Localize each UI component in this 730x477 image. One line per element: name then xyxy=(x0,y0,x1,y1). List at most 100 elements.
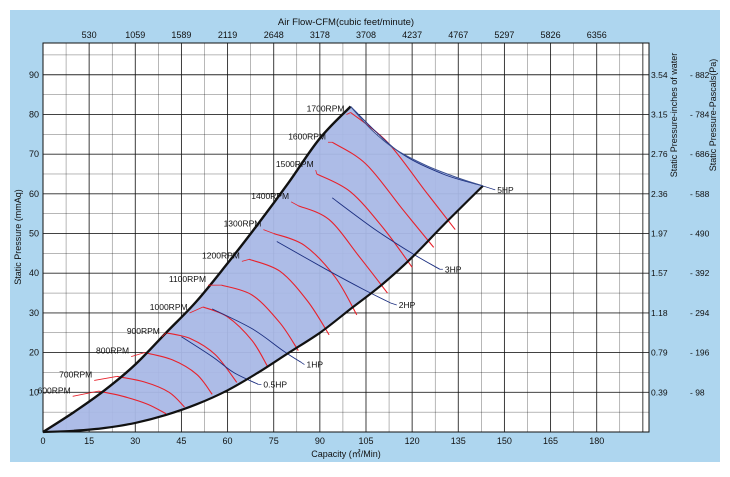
rpm-label: 1300RPM xyxy=(224,219,262,229)
left-tick-label: 70 xyxy=(29,149,39,159)
left-tick-label: 30 xyxy=(29,308,39,318)
right-tick-label-inches: 2.76 xyxy=(651,149,668,159)
envelope-top-edge xyxy=(350,106,484,187)
rpm-curve xyxy=(248,258,330,336)
rpm-curves xyxy=(98,112,456,415)
rpm-leader-line xyxy=(346,112,351,115)
right-tick-label-pascals: - 784 xyxy=(690,109,710,119)
rpm-label: 1600RPM xyxy=(288,131,326,141)
hp-leader-line xyxy=(482,185,496,191)
rpm-curve xyxy=(221,284,299,351)
hp-curve xyxy=(211,308,302,363)
top-tick-label: 1059 xyxy=(125,30,145,40)
right-tick-label-inches: 1.18 xyxy=(651,308,668,318)
left-tick-label: 60 xyxy=(29,189,39,199)
rpm-leader-line xyxy=(315,169,318,175)
rpm-leader-line xyxy=(290,201,299,207)
hp-curve xyxy=(276,241,391,304)
top-tick-label: 3708 xyxy=(356,30,376,40)
right-tick-label-inches: 1.97 xyxy=(651,229,668,239)
hp-label: 1HP xyxy=(306,360,323,370)
left-axis-band xyxy=(10,10,43,462)
bottom-tick-label: 45 xyxy=(176,436,186,446)
right-axis-label-inches: Static Pressure-inches of water xyxy=(669,53,679,178)
hp-label: 0.5HP xyxy=(263,379,287,389)
envelope-edges xyxy=(42,105,484,434)
rpm-curve xyxy=(144,352,213,395)
rpm-leader-line xyxy=(131,352,145,357)
right-tick-label-pascals: - 490 xyxy=(690,229,710,239)
bottom-tick-label: 75 xyxy=(269,436,279,446)
right-tick-label-inches: 0.79 xyxy=(651,348,668,358)
bottom-tick-label: 180 xyxy=(589,436,604,446)
right-tick-label-inches: 1.57 xyxy=(651,268,668,278)
operating-envelope xyxy=(43,106,483,432)
rpm-leader-line xyxy=(241,258,250,262)
top-tick-label: 2648 xyxy=(264,30,284,40)
hp-label: 3HP xyxy=(445,264,462,274)
envelope-lower-edge xyxy=(42,185,484,434)
rpm-leader-line xyxy=(161,332,167,338)
right-axis-band-pascals xyxy=(682,10,720,462)
top-tick-label: 5297 xyxy=(494,30,514,40)
rpm-curve xyxy=(202,306,269,367)
top-tick-label: 4767 xyxy=(448,30,468,40)
rpm-label: 1100RPM xyxy=(169,274,206,284)
hp-label: 2HP xyxy=(399,300,416,310)
rpm-label: 800RPM xyxy=(96,346,129,356)
top-tick-label: 5826 xyxy=(541,30,561,40)
top-axis-band xyxy=(43,10,649,43)
rpm-label: 1700RPM xyxy=(307,103,345,113)
right-tick-label-pascals: - 294 xyxy=(690,308,710,318)
bottom-axis-label: Capacity (㎥/Min) xyxy=(311,449,381,459)
bottom-tick-label: 165 xyxy=(543,436,558,446)
top-tick-label: 2119 xyxy=(218,30,237,40)
hp-label: 5HP xyxy=(497,185,514,195)
bottom-tick-label: 60 xyxy=(223,436,233,446)
bottom-axis-band xyxy=(43,432,649,462)
rpm-label: 1200RPM xyxy=(202,250,240,260)
hp-curve xyxy=(331,197,441,270)
bottom-tick-label: 105 xyxy=(358,436,373,446)
bottom-tick-label: 90 xyxy=(315,436,325,446)
top-tick-label: 4237 xyxy=(402,30,422,40)
right-tick-label-inches: 0.39 xyxy=(651,387,668,397)
right-tick-label-inches: 3.54 xyxy=(651,70,668,80)
rpm-leader-line xyxy=(189,306,204,314)
bottom-tick-label: 135 xyxy=(451,436,466,446)
rpm-label: 900RPM xyxy=(127,326,160,336)
bottom-tick-label: 0 xyxy=(40,436,45,446)
left-tick-label: 90 xyxy=(29,70,39,80)
rpm-label: 1000RPM xyxy=(150,302,188,312)
bottom-tick-label: 150 xyxy=(497,436,512,446)
left-tick-label: 40 xyxy=(29,268,39,278)
bottom-tick-label: 120 xyxy=(405,436,420,446)
left-tick-label: 80 xyxy=(29,109,39,119)
rpm-leader-line xyxy=(94,376,117,381)
rpm-curve xyxy=(98,390,167,415)
top-tick-label: 3178 xyxy=(310,30,330,40)
right-tick-label-pascals: - 588 xyxy=(690,189,710,199)
bottom-tick-label: 30 xyxy=(130,436,140,446)
right-tick-label-pascals: - 882 xyxy=(690,70,710,80)
top-axis-label: Air Flow-CFM(cubic feet/minute) xyxy=(278,17,414,28)
right-tick-label-pascals: - 686 xyxy=(690,149,710,159)
top-tick-label: 6356 xyxy=(587,30,607,40)
axis-ticks: 0 15 30 45 60 75 90 105 120 135 150 165 180 530 1059 15… xyxy=(29,30,710,446)
rpm-label: 600RPM xyxy=(38,385,71,395)
bottom-tick-label: 15 xyxy=(84,436,94,446)
right-tick-label-pascals: - 98 xyxy=(690,387,705,397)
rpm-label: 1500RPM xyxy=(276,159,314,169)
plot-border xyxy=(42,42,650,433)
rpm-curve xyxy=(273,232,358,316)
left-tick-label: 10 xyxy=(29,387,39,397)
right-tick-label-inches: 3.15 xyxy=(651,109,668,119)
right-axis-label-pascals: Static Pressure-Pascals(Pa) xyxy=(708,59,718,172)
right-axis-band-inches xyxy=(649,10,682,462)
left-axis-label: Static Pressure (mmAq) xyxy=(13,189,23,285)
left-tick-label: 50 xyxy=(29,229,39,239)
hp-leader-line xyxy=(390,302,397,306)
hp-curve xyxy=(350,106,484,187)
rpm-curve xyxy=(316,173,413,268)
